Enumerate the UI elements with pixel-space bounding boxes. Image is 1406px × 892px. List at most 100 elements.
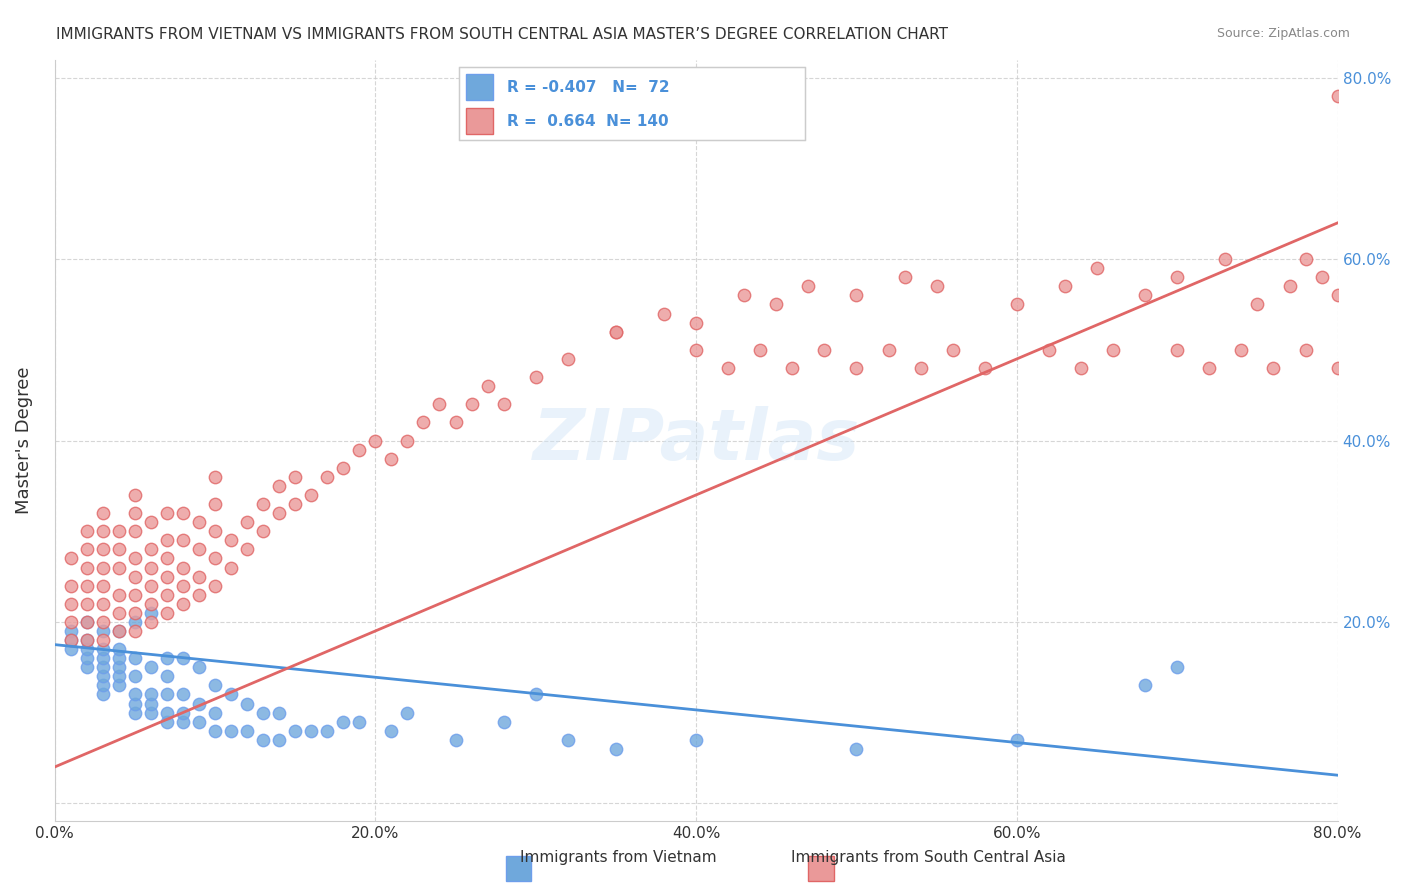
Point xyxy=(139,515,162,529)
Point xyxy=(204,579,226,593)
Point xyxy=(1085,261,1108,276)
Point xyxy=(156,533,179,548)
Point xyxy=(139,615,162,629)
Point xyxy=(76,615,98,629)
Point xyxy=(139,579,162,593)
Point xyxy=(124,551,146,566)
Point xyxy=(76,597,98,611)
Point xyxy=(444,732,467,747)
Point xyxy=(380,451,402,466)
Point xyxy=(204,678,226,692)
Point xyxy=(236,515,259,529)
Point xyxy=(76,651,98,665)
Bar xyxy=(506,856,531,881)
Point xyxy=(782,361,804,376)
Point xyxy=(973,361,995,376)
Point xyxy=(124,588,146,602)
Point xyxy=(1358,270,1381,285)
Point xyxy=(444,416,467,430)
Point xyxy=(219,533,242,548)
Point xyxy=(299,488,322,502)
Point xyxy=(1005,732,1028,747)
Point xyxy=(1230,343,1253,357)
Point xyxy=(156,669,179,683)
Point xyxy=(91,660,114,674)
Point xyxy=(156,506,179,520)
Point xyxy=(124,706,146,720)
Point xyxy=(76,633,98,648)
Point xyxy=(685,343,707,357)
Point xyxy=(124,615,146,629)
Point xyxy=(204,551,226,566)
Point xyxy=(187,515,209,529)
Point xyxy=(845,361,868,376)
Point xyxy=(91,597,114,611)
Point xyxy=(557,351,579,366)
Point xyxy=(652,307,675,321)
Point xyxy=(172,560,194,574)
Point xyxy=(332,460,354,475)
Point xyxy=(299,723,322,738)
Point xyxy=(107,669,129,683)
Point xyxy=(107,624,129,638)
Point xyxy=(364,434,387,448)
Point xyxy=(139,697,162,711)
Point xyxy=(797,279,820,293)
Point xyxy=(187,714,209,729)
Point xyxy=(1295,252,1317,267)
Point xyxy=(156,651,179,665)
Point xyxy=(172,597,194,611)
Point xyxy=(76,542,98,557)
Point xyxy=(893,270,915,285)
Point xyxy=(139,560,162,574)
Point xyxy=(139,706,162,720)
Point xyxy=(107,660,129,674)
Point xyxy=(124,697,146,711)
Point xyxy=(717,361,740,376)
Point xyxy=(172,506,194,520)
Point xyxy=(685,732,707,747)
Point xyxy=(1391,279,1406,293)
Point xyxy=(91,688,114,702)
Point xyxy=(605,325,627,339)
Point xyxy=(396,706,419,720)
Point xyxy=(76,660,98,674)
Point xyxy=(284,470,307,484)
Point xyxy=(172,714,194,729)
Point xyxy=(1166,343,1188,357)
Point xyxy=(460,397,482,411)
Point xyxy=(219,560,242,574)
Point xyxy=(332,714,354,729)
Point xyxy=(139,606,162,620)
Point xyxy=(91,542,114,557)
Point xyxy=(91,642,114,657)
Point xyxy=(252,732,274,747)
Point xyxy=(91,669,114,683)
Point xyxy=(91,624,114,638)
Bar xyxy=(808,856,834,881)
Point xyxy=(76,560,98,574)
Text: Immigrants from Vietnam: Immigrants from Vietnam xyxy=(520,850,717,865)
Text: Immigrants from South Central Asia: Immigrants from South Central Asia xyxy=(790,850,1066,865)
Point xyxy=(91,506,114,520)
Point xyxy=(107,524,129,539)
Point xyxy=(139,660,162,674)
Point xyxy=(267,506,290,520)
Point xyxy=(1005,297,1028,311)
Point xyxy=(59,597,82,611)
Point xyxy=(284,497,307,511)
Point xyxy=(124,688,146,702)
Point xyxy=(267,706,290,720)
Point xyxy=(1358,107,1381,121)
Point xyxy=(685,316,707,330)
Point xyxy=(156,606,179,620)
Point xyxy=(124,569,146,583)
Point xyxy=(1278,279,1301,293)
Point xyxy=(380,723,402,738)
Point xyxy=(139,542,162,557)
Point xyxy=(267,732,290,747)
Point xyxy=(76,615,98,629)
Point xyxy=(187,569,209,583)
Point xyxy=(429,397,451,411)
Point xyxy=(1326,88,1348,103)
